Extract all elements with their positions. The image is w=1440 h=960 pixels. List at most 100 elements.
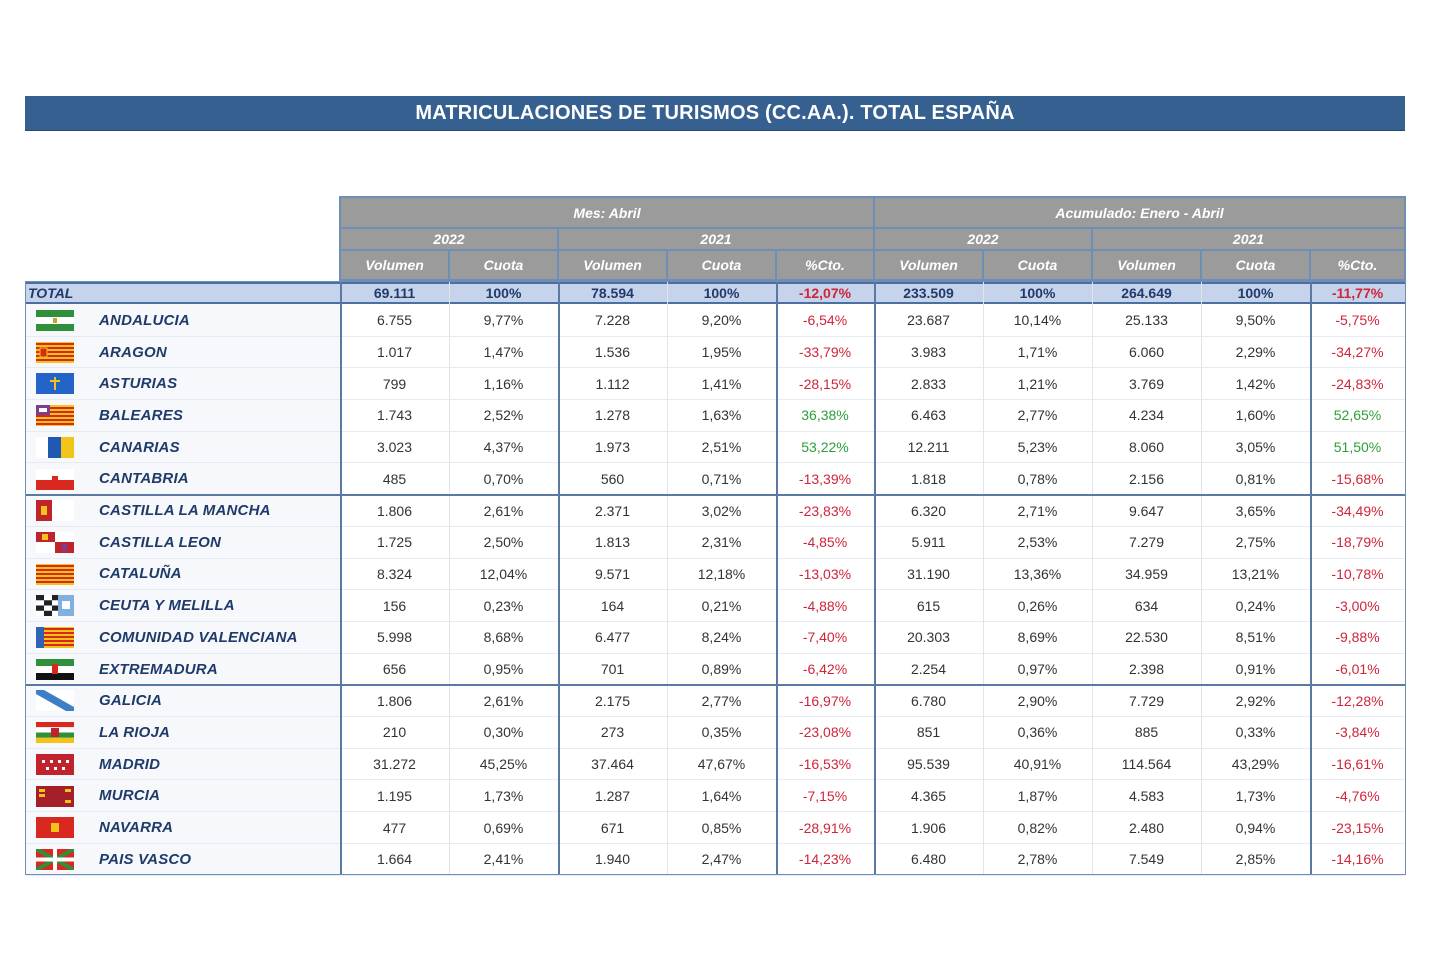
cell-value: 210 [382, 724, 407, 741]
cell-value: 1.973 [594, 439, 631, 456]
cell-value: 0,69% [483, 819, 524, 836]
cell-value: 1,63% [701, 407, 742, 424]
header-group-accumulated: Acumulado: Enero - Abril [874, 197, 1405, 228]
cell-value: 1,73% [483, 787, 524, 804]
cell-value: 1.813 [594, 534, 631, 551]
cell-value: 1,42% [1235, 375, 1276, 392]
cell-value: 0,71% [701, 470, 742, 487]
cell-value: -33,79% [798, 344, 852, 361]
cell-value: 4.234 [1128, 407, 1165, 424]
table-row: PAIS VASCO 1.664 2,41% 1.940 2,47% -14,23% 6.4… [26, 844, 1405, 876]
cell-value: 1,60% [1235, 407, 1276, 424]
cell-value: -6,54% [802, 312, 848, 329]
cell-value: -4,85% [802, 534, 848, 551]
cell-value: 53,22% [801, 439, 849, 456]
table-row: BALEARES 1.743 2,52% 1.278 1,63% 36,38% 6.463 2… [26, 400, 1405, 432]
cell-value: -10,78% [1331, 565, 1384, 582]
cell-value: 2,61% [483, 692, 524, 709]
table-row: LA RIOJA 210 0,30% 273 0,35% -23,08% 851 0,36% 8… [26, 717, 1405, 749]
cell-value: 20.303 [907, 629, 950, 646]
region-column-bg [26, 304, 340, 874]
table-row: CANARIAS 3.023 4,37% 1.973 2,51% 53,22% 12.211… [26, 432, 1405, 464]
cell-value: 2.480 [1128, 819, 1165, 836]
cell-value: 7.729 [1128, 692, 1165, 709]
region-name: CASTILLA LEON [99, 533, 222, 551]
region-name: ARAGON [99, 343, 167, 361]
cell-value: -34,49% [1331, 502, 1384, 519]
total-value: 78.594 [591, 285, 634, 301]
grid-line [558, 282, 560, 874]
region-name: PAIS VASCO [99, 850, 192, 868]
cell-value: 634 [1134, 597, 1159, 614]
cell-value: 6.060 [1128, 344, 1165, 361]
cell-value: 1.806 [376, 692, 413, 709]
cell-value: 1.664 [376, 851, 413, 868]
cell-value: 0,30% [483, 724, 524, 741]
cell-value: 9,50% [1235, 312, 1276, 329]
table-row: CATALUÑA 8.324 12,04% 9.571 12,18% -13,03% 31.… [26, 559, 1405, 591]
cell-value: 13,21% [1231, 565, 1280, 582]
cell-value: 0,70% [483, 470, 524, 487]
grid-line [449, 282, 450, 874]
cell-value: 3,02% [701, 502, 742, 519]
cell-value: 2,53% [1017, 534, 1058, 551]
cell-value: 12,04% [479, 565, 528, 582]
cell-value: 3,65% [1235, 502, 1276, 519]
group-separator [26, 684, 1405, 687]
cell-value: 2,92% [1235, 692, 1276, 709]
cell-value: 8,51% [1235, 629, 1276, 646]
cell-value: 3,05% [1235, 439, 1276, 456]
cell-value: 2.398 [1128, 661, 1165, 678]
region-name: MADRID [99, 755, 161, 773]
total-row: TOTAL 69.111 100% 78.594 100% -12,07% 233.509… [26, 282, 1405, 304]
cell-value: 1,21% [1017, 375, 1058, 392]
region-name: CANTABRIA [99, 470, 189, 488]
cell-value: -18,79% [1331, 534, 1384, 551]
cell-value: 2,61% [483, 502, 524, 519]
col-cuota: Cuota [449, 250, 558, 280]
table-row: CEUTA Y MELILLA 156 0,23% 164 0,21% -4,88% 615… [26, 590, 1405, 622]
cell-value: 9.647 [1128, 502, 1165, 519]
cell-value: 3.769 [1128, 375, 1165, 392]
region-name: NAVARRA [99, 819, 174, 837]
cell-value: -4,76% [1335, 787, 1380, 804]
col-volumen: Volumen [874, 250, 983, 280]
col-cuota: Cuota [667, 250, 776, 280]
cell-value: 9.571 [594, 565, 631, 582]
region-name: ANDALUCIA [99, 311, 190, 329]
cell-value: 8.060 [1128, 439, 1165, 456]
cell-value: 0,95% [483, 661, 524, 678]
cell-value: 0,94% [1235, 819, 1276, 836]
table-row: CANTABRIA 485 0,70% 560 0,71% -13,39% 1.818 0,7… [26, 464, 1405, 496]
cell-value: 156 [382, 597, 407, 614]
grid-line [1092, 282, 1093, 874]
total-value: 100% [703, 285, 740, 301]
cell-value: 851 [916, 724, 941, 741]
col-volumen: Volumen [558, 250, 667, 280]
cell-value: -5,75% [1335, 312, 1380, 329]
cell-value: 1,47% [483, 344, 524, 361]
grid-line [1201, 282, 1202, 874]
cell-value: -6,01% [1335, 661, 1380, 678]
cell-value: 2,71% [1017, 502, 1058, 519]
total-value: 100% [485, 285, 522, 301]
data-table: TOTAL 69.111 100% 78.594 100% -12,07% 233.509… [25, 281, 1406, 876]
cell-value: 0,82% [1017, 819, 1058, 836]
cell-value: 22.530 [1125, 629, 1168, 646]
table-row: CASTILLA LA MANCHA 1.806 2,61% 2.371 3,02% -2… [26, 495, 1405, 527]
region-name: CANARIAS [99, 438, 180, 456]
total-value: -12,07% [798, 285, 852, 301]
cell-value: 5.911 [911, 534, 946, 551]
cell-value: -13,39% [798, 470, 852, 487]
col-cto: %Cto. [776, 250, 874, 280]
cell-value: -23,08% [798, 724, 852, 741]
cell-value: 1.806 [376, 502, 413, 519]
cell-value: 3.983 [910, 344, 947, 361]
col-cto: %Cto. [1310, 250, 1405, 280]
cell-value: 8,69% [1017, 629, 1058, 646]
total-value: 69.111 [373, 285, 416, 301]
table-row: NAVARRA 477 0,69% 671 0,85% -28,91% 1.906 0,82%… [26, 812, 1405, 844]
cell-value: 0,35% [701, 724, 742, 741]
grid-line [1310, 282, 1312, 874]
cell-value: 0,89% [701, 661, 742, 678]
